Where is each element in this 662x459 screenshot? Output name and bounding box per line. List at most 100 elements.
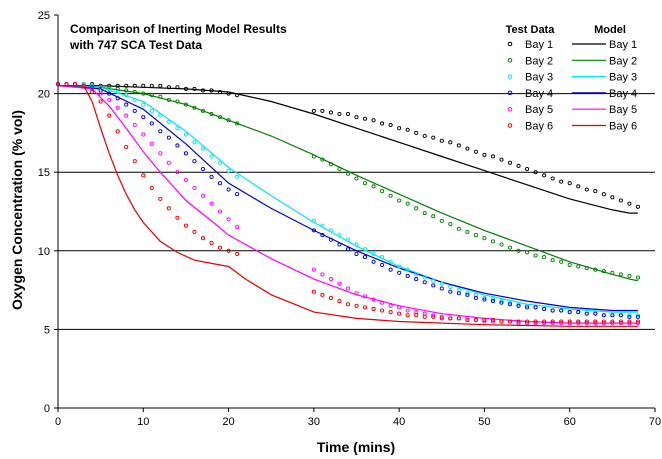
test-point-bay-5: [431, 313, 436, 318]
test-point-bay-3: [362, 247, 368, 252]
test-point-bay-4: [635, 314, 640, 319]
test-point-bay-5: [166, 160, 171, 165]
test-point-bay-2: [584, 266, 589, 271]
test-point-bay-1: [559, 179, 564, 184]
legend-label-model-bay-3: Bay 3: [609, 72, 637, 84]
test-point-bay-6: [490, 317, 496, 323]
legend-label-test-bay-5: Bay 5: [525, 104, 553, 116]
test-point-bay-2: [311, 154, 316, 159]
test-point-bay-2: [525, 250, 530, 255]
test-point-bay-6: [141, 173, 146, 178]
test-point-bay-1: [567, 181, 572, 186]
test-point-bay-2: [320, 157, 325, 162]
test-point-bay-2: [175, 99, 180, 104]
test-point-bay-3: [209, 154, 214, 159]
test-point-bay-3: [235, 174, 240, 179]
test-point-bay-5: [158, 151, 163, 156]
test-point-bay-6: [149, 185, 154, 190]
test-point-bay-5: [141, 132, 146, 137]
test-point-bay-4: [132, 108, 137, 113]
test-point-bay-5: [132, 122, 137, 128]
test-point-bay-1: [525, 167, 530, 172]
test-point-bay-4: [175, 143, 180, 148]
test-point-bay-5: [183, 178, 188, 183]
test-point-bay-4: [525, 305, 530, 310]
test-point-bay-5: [559, 321, 564, 326]
x-tick-label: 40: [393, 416, 405, 428]
test-point-bay-3: [397, 264, 402, 269]
test-point-bay-2: [593, 267, 598, 272]
y-tick-label: 10: [38, 246, 50, 258]
test-point-bay-1: [388, 122, 393, 128]
test-point-bay-6: [593, 319, 598, 324]
legend-label-test-bay-3: Bay 3: [525, 72, 553, 84]
test-point-bay-4: [601, 313, 606, 318]
test-point-bay-3: [337, 233, 342, 238]
legend-marker-test-bay-5: [507, 106, 513, 112]
legend-header-model: Model: [594, 24, 626, 36]
test-point-bay-4: [209, 174, 214, 179]
test-point-bay-3: [217, 160, 223, 165]
legend-label-model-bay-4: Bay 4: [609, 88, 637, 100]
test-point-bay-3: [516, 302, 521, 307]
test-point-bay-2: [158, 94, 163, 99]
test-point-bay-5: [380, 300, 385, 305]
test-point-bay-6: [525, 319, 530, 324]
test-point-bay-3: [226, 168, 231, 173]
test-point-bay-4: [337, 242, 342, 247]
test-point-bay-4: [397, 270, 402, 275]
test-point-bay-4: [328, 237, 333, 242]
test-point-bay-5: [482, 319, 487, 324]
test-point-bay-2: [141, 91, 146, 96]
test-point-bay-5: [516, 321, 521, 326]
test-point-bay-6: [81, 83, 86, 88]
test-point-bay-6: [64, 82, 69, 87]
test-point-bay-6: [584, 319, 589, 324]
test-point-bay-4: [533, 305, 538, 310]
test-point-bay-6: [414, 313, 419, 318]
test-point-bay-3: [507, 300, 513, 305]
test-point-bay-4: [550, 308, 555, 313]
test-point-bay-1: [166, 85, 171, 90]
test-point-bay-4: [559, 308, 564, 313]
test-point-bay-6: [507, 319, 513, 324]
test-point-bay-1: [456, 143, 461, 148]
test-point-bay-6: [209, 240, 214, 245]
legend-label-test-bay-2: Bay 2: [525, 55, 553, 67]
test-point-bay-4: [345, 247, 351, 252]
test-point-bay-6: [362, 305, 368, 310]
test-point-bay-1: [533, 170, 538, 175]
test-point-bay-4: [593, 311, 598, 316]
test-point-bay-1: [601, 192, 606, 197]
test-point-bay-6: [516, 319, 521, 324]
legend-marker-test-bay-2: [507, 58, 513, 63]
test-point-bay-6: [337, 299, 342, 304]
test-point-bay-4: [490, 299, 496, 304]
test-point-bay-5: [550, 321, 555, 326]
test-point-bay-1: [405, 127, 410, 132]
test-point-bay-2: [405, 201, 410, 206]
test-point-bay-4: [141, 115, 146, 120]
test-point-bay-6: [627, 319, 632, 324]
test-point-bay-2: [209, 111, 214, 117]
test-point-bay-6: [601, 319, 606, 324]
test-point-bay-2: [456, 226, 461, 231]
test-point-bay-3: [465, 291, 470, 296]
test-point-bay-4: [158, 129, 163, 134]
test-point-bay-2: [217, 115, 223, 120]
tick-labels: 0 5 10 15 20 25 0 10 20 30 40 50 60 70: [38, 10, 661, 428]
test-point-bay-6: [482, 317, 487, 323]
legend: Test Data Model Bay 1 Bay 1 Bay 2 Bay 2 Bay …: [506, 24, 637, 133]
test-point-bay-6: [311, 289, 316, 294]
test-point-bay-5: [115, 105, 120, 110]
test-point-bay-3: [499, 299, 504, 304]
legend-label-test-bay-4: Bay 4: [525, 88, 553, 100]
test-point-bay-6: [610, 319, 615, 324]
test-point-bay-6: [439, 316, 444, 321]
test-point-bay-2: [499, 242, 504, 247]
legend-label-model-bay-5: Bay 5: [609, 104, 637, 116]
test-point-bay-5: [525, 321, 530, 326]
legend-marker-test-bay-1: [507, 41, 513, 47]
test-point-bay-4: [217, 181, 223, 186]
test-point-bay-3: [490, 297, 496, 302]
